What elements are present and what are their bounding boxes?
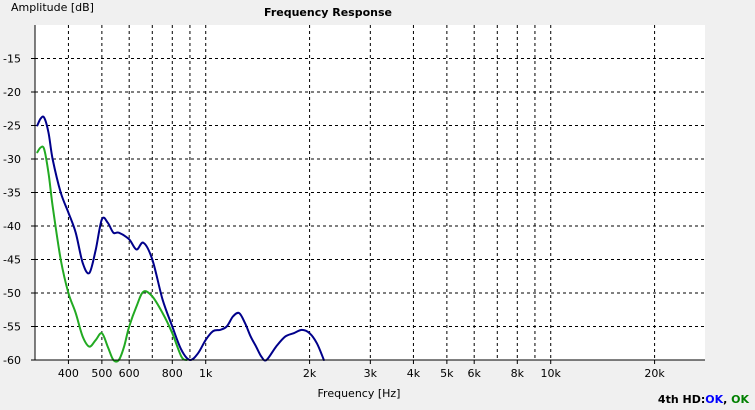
series-line-2 — [36, 145, 188, 363]
hd-status-separator: , — [723, 393, 732, 406]
x-tick-label: 1k — [199, 367, 213, 380]
x-tick-label: 8k — [511, 367, 525, 380]
hd-status-prefix: 4th HD: — [657, 393, 706, 406]
hd-status-value-2: OK — [731, 393, 749, 406]
y-tick-label: -25 — [3, 120, 21, 133]
y-axis-label: Amplitude [dB] — [11, 1, 94, 14]
x-axis-label: Frequency [Hz] — [318, 387, 401, 400]
x-tick-label: 5k — [440, 367, 454, 380]
hd-status: 4th HD:OK, OK — [658, 393, 749, 406]
x-tick-label: 10k — [541, 367, 562, 380]
hd-status-value-1: OK — [705, 393, 724, 406]
y-tick-label: -20 — [3, 86, 21, 99]
y-tick-label: -60 — [3, 354, 21, 367]
x-tick-label: 500 — [91, 367, 112, 380]
x-tick-label: 2k — [303, 367, 317, 380]
y-tick-label: -45 — [3, 254, 21, 267]
y-tick-label: -30 — [3, 153, 21, 166]
y-tick-label: -35 — [3, 187, 21, 200]
x-tick-label: 3k — [364, 367, 378, 380]
y-tick-label: -50 — [3, 287, 21, 300]
x-tick-label: 600 — [119, 367, 140, 380]
x-tick-label: 20k — [644, 367, 665, 380]
chart-title: Frequency Response — [264, 6, 392, 19]
series-line-1 — [36, 115, 325, 362]
x-tick-label: 400 — [58, 367, 79, 380]
y-tick-label: -40 — [3, 220, 21, 233]
y-tick-label: -55 — [3, 321, 21, 334]
x-tick-label: 6k — [468, 367, 482, 380]
x-tick-label: 4k — [407, 367, 421, 380]
x-tick-label: 800 — [162, 367, 183, 380]
y-tick-label: -15 — [3, 53, 21, 66]
